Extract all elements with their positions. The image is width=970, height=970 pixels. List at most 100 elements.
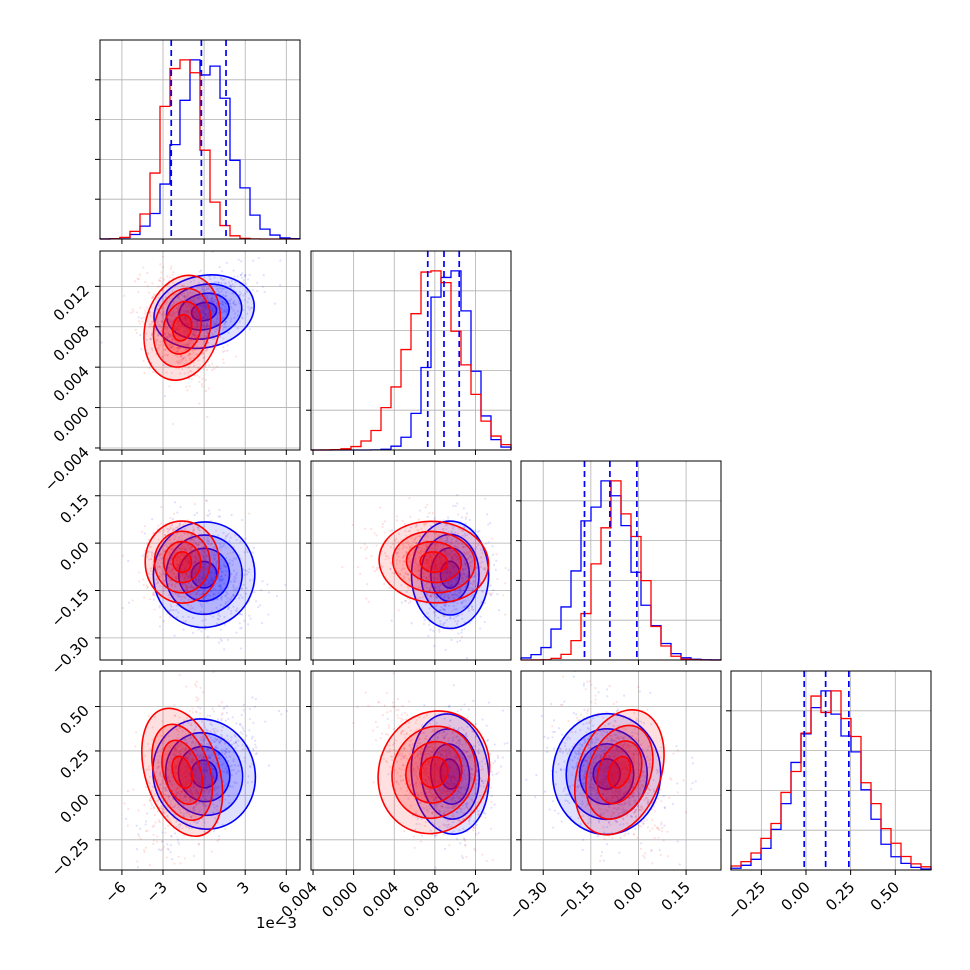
histogram-series-0 — [311, 270, 512, 451]
y-tick-label: 0.00 — [56, 538, 92, 574]
contour-line — [592, 758, 622, 790]
scatter-series-1 — [341, 496, 507, 639]
contour-line — [171, 313, 193, 342]
panel-1-1 — [306, 250, 512, 455]
contour-line — [153, 530, 211, 594]
contour-line — [596, 740, 643, 805]
panel-3-2: −0.30 −0.15 0.00 0.15 — [506, 670, 722, 923]
density-fill — [163, 541, 201, 583]
contour-line — [573, 708, 665, 836]
density-fill — [420, 551, 448, 573]
contour-line — [578, 743, 635, 806]
density-fill — [172, 756, 193, 789]
contour-line — [585, 724, 654, 820]
y-tick-label: 0.012 — [50, 281, 93, 324]
panel-2-1 — [306, 460, 512, 665]
y-tick-label: −0.15 — [48, 586, 93, 631]
contour-line — [391, 530, 476, 594]
x-tick-label: −0.30 — [506, 878, 551, 923]
contour-line — [162, 300, 203, 355]
panel-0-0 — [95, 39, 301, 244]
x-tick-label: −0.15 — [553, 878, 598, 923]
contour-line — [439, 758, 461, 790]
density-fill — [406, 541, 462, 583]
density-fill — [430, 547, 470, 602]
panel-frame — [99, 670, 301, 871]
density-fill — [172, 551, 192, 573]
contour-line — [152, 718, 257, 830]
density-fill — [585, 725, 653, 820]
density-fill — [166, 535, 243, 615]
density-fill — [597, 741, 642, 804]
panel-2-0: −0.30−0.15 0.00 0.15 — [48, 460, 301, 678]
contour-line — [165, 283, 243, 340]
x-tick-label: 0.15 — [658, 878, 694, 914]
density-fill — [163, 301, 202, 354]
contour-line — [171, 755, 194, 790]
contour-line — [143, 274, 222, 382]
y-tick-label: 0.004 — [50, 362, 93, 405]
contour-line — [162, 540, 202, 584]
y-tick-label: 0.50 — [56, 702, 92, 738]
panel-3-3: −0.25 0.00 0.25 0.50 — [724, 670, 932, 923]
x-tick-label: 0.00 — [610, 878, 646, 914]
panel-frame — [310, 460, 512, 661]
panel-frame — [310, 670, 512, 871]
y-tick-label: 0.000 — [50, 403, 93, 446]
panel-2-2 — [516, 460, 722, 665]
x-tick-label: −6 — [101, 878, 129, 906]
panel-content — [341, 493, 510, 660]
density-fill — [172, 314, 192, 341]
panel-frame — [520, 460, 722, 661]
contour-line — [378, 520, 490, 604]
y-tick-label: 0.00 — [56, 790, 92, 826]
histogram-series-1 — [730, 690, 932, 870]
contour-line — [410, 713, 490, 835]
scatter-series-0 — [121, 499, 287, 651]
histogram-series-1 — [520, 480, 722, 661]
panel-content — [525, 671, 697, 866]
panel-frame — [730, 670, 932, 871]
density-fill — [405, 741, 462, 803]
panel-3-0: −0.250.000.250.50−6 −3 0 3 61e−3 — [48, 670, 301, 932]
contour-line — [177, 745, 231, 803]
panel-frame — [99, 250, 301, 451]
x-tick-label: 0.00 — [777, 878, 813, 914]
scatter-series-1 — [551, 675, 688, 865]
contour-line — [607, 755, 632, 789]
histogram-series-1 — [310, 270, 512, 451]
panel-frame — [99, 460, 301, 661]
contour-line — [377, 710, 491, 835]
contour-line — [144, 520, 220, 604]
scatter-series-1 — [123, 671, 229, 870]
contour-line — [419, 756, 449, 789]
scatter-series-0 — [389, 493, 510, 660]
x-tick-label: 0.25 — [822, 878, 858, 914]
density-fill — [154, 531, 210, 593]
density-fill — [574, 709, 665, 835]
x-tick-label: 0.50 — [867, 878, 903, 914]
y-tick-label: −0.004 — [41, 443, 93, 495]
contour-line — [172, 551, 193, 574]
density-fill — [151, 724, 213, 821]
density-fill — [421, 534, 480, 615]
y-tick-label: 0.15 — [56, 491, 92, 527]
density-fill — [153, 521, 255, 628]
panel-content — [352, 672, 509, 869]
contour-line — [151, 723, 214, 822]
contour-line — [161, 739, 204, 806]
contour-line — [405, 540, 463, 584]
panel-frame — [520, 670, 722, 871]
panel-content — [123, 671, 289, 870]
y-tick-label: −0.30 — [48, 633, 93, 678]
y-tick-label: 0.008 — [50, 322, 93, 365]
x-tick-label: 0 — [192, 878, 211, 897]
contour-line — [420, 728, 481, 820]
contour-line — [419, 551, 449, 574]
x-tick-label: 0.008 — [400, 878, 443, 921]
panel-frame — [99, 39, 301, 240]
density-fill — [145, 521, 220, 604]
y-tick-label: −0.25 — [48, 835, 93, 880]
